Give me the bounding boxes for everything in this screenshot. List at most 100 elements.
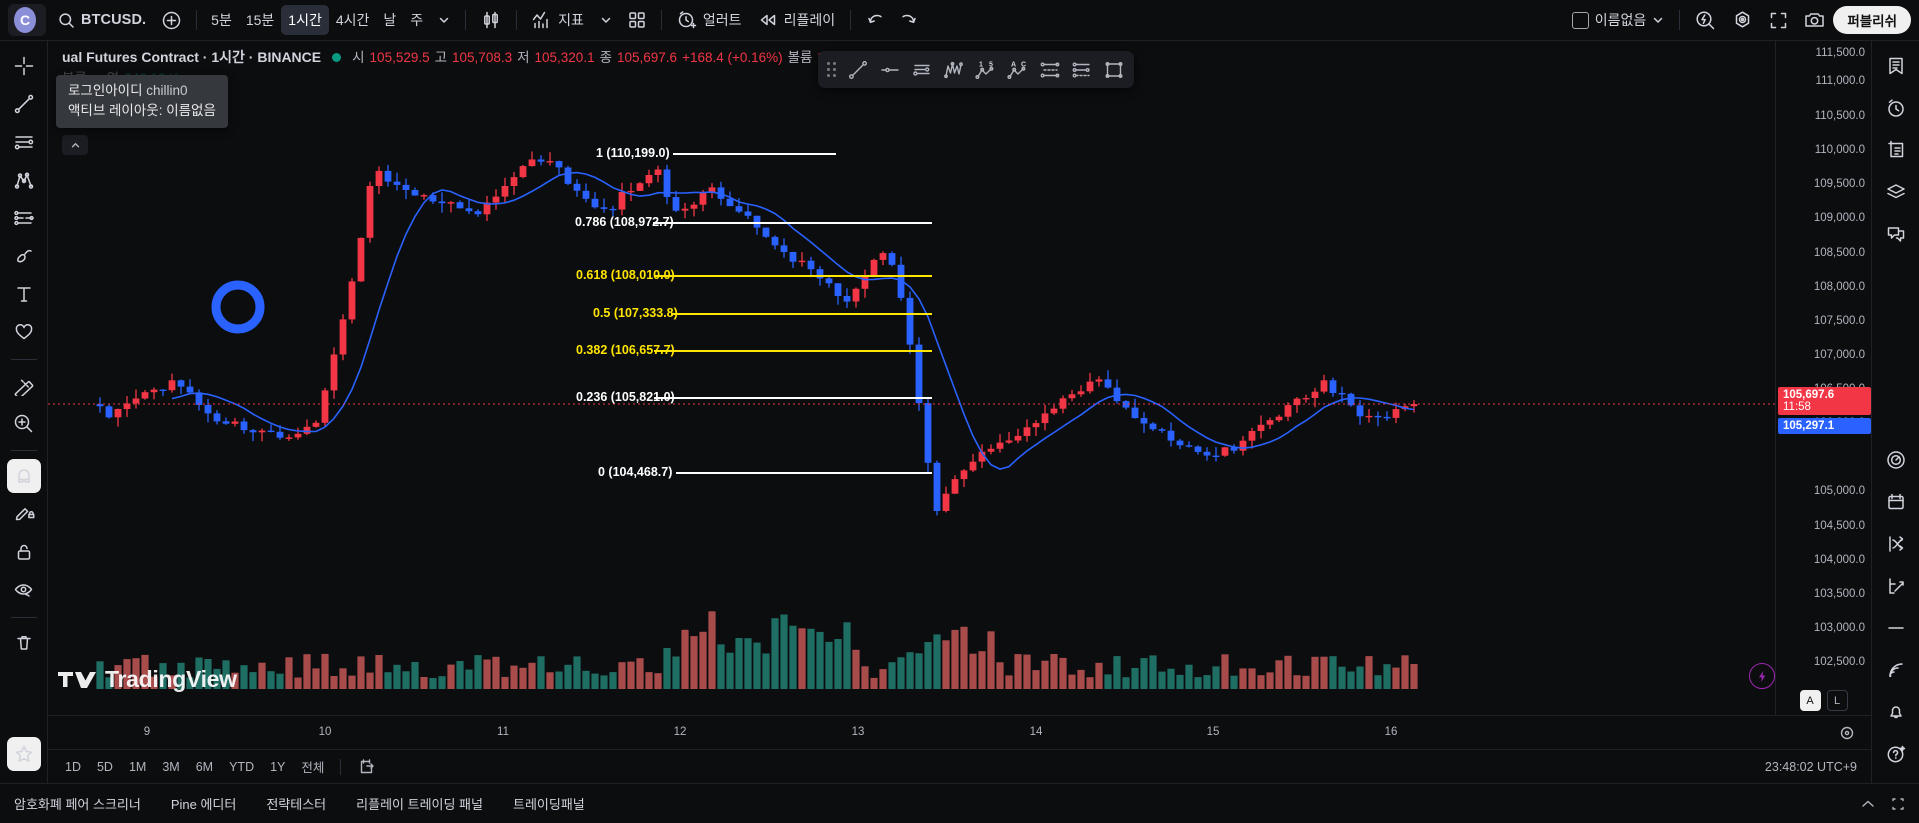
candle-body [357,237,365,282]
brush-icon[interactable] [7,239,41,273]
horizontal-lines-icon[interactable] [7,125,41,159]
trend-line-tool[interactable] [842,55,873,84]
candle-body [1041,413,1049,424]
ideas-flow-icon[interactable] [1879,527,1913,561]
timeframe-1d[interactable]: 날 [383,12,397,28]
calendar-icon[interactable] [1879,485,1913,519]
range-1d[interactable]: 1D [65,759,81,774]
expand-panel-icon[interactable] [1859,797,1877,811]
tab-trading-panel[interactable]: 트레이딩패널 [512,797,585,812]
pitchfork-icon[interactable] [7,163,41,197]
trend-line-icon[interactable] [7,87,41,121]
chat-icon[interactable] [1879,217,1913,251]
templates-button[interactable] [620,5,654,35]
fib-retracement-icon[interactable] [7,201,41,235]
volume-bar [1338,666,1346,689]
volume-bar [573,656,581,689]
time-tick: 13 [851,726,865,738]
alerts-clock-icon[interactable] [1879,91,1913,125]
layout-select-button[interactable]: 이름없음 [1564,5,1673,35]
hide-drawings-icon[interactable] [7,573,41,607]
elliott-impulse-wave-tool[interactable]: 1 5 [970,55,1001,84]
tab-crypto-screener[interactable]: 암호화폐 페어 스크리너 [14,797,141,812]
text-icon[interactable] [7,277,41,311]
indicators-button[interactable]: 지표 [524,5,592,35]
horizontal-ray-tool[interactable] [874,55,905,84]
backtest-icon[interactable] [1879,569,1913,603]
candle-body [933,462,941,511]
drag-handle-icon[interactable] [823,60,839,80]
settings-button[interactable] [1724,5,1761,35]
range-1y[interactable]: 1Y [270,759,286,774]
fib-channel-tool[interactable] [1034,55,1065,84]
replay-button[interactable]: 리플레이 [750,5,844,35]
chart-canvas[interactable]: ual Futures Contract · 1시간 · BINANCE 시 1… [48,41,1775,715]
undo-button[interactable] [858,5,892,35]
alert-button[interactable]: 얼러트 [669,5,750,35]
auto-scale-button[interactable]: A [1799,690,1821,711]
range-5d[interactable]: 5D [96,759,113,774]
timeframe-1w[interactable]: 주 [410,12,424,28]
timeframe-15m[interactable]: 15분 [245,12,275,28]
lock-drawings-icon[interactable] [7,535,41,569]
candle-body [375,170,383,186]
elliott-correction-wave-tool[interactable]: A C [1002,55,1033,84]
price-scale[interactable]: 111,500.0 111,000.0 110,500.0 110,000.0 109,… [1775,41,1871,715]
log-scale-button[interactable]: L [1826,690,1848,711]
redo-button[interactable] [892,5,926,35]
chart-type-button[interactable] [473,5,509,35]
favorites-star-icon[interactable] [6,737,41,771]
crosshair-cursor-icon[interactable] [7,49,41,83]
measure-ruler-icon[interactable] [7,368,41,402]
range-all[interactable]: 전체 [301,761,325,775]
timeframe-4h[interactable]: 4시간 [335,12,370,28]
range-ytd[interactable]: YTD [229,759,255,774]
goto-date-button[interactable] [350,755,383,779]
notifications-bell-icon[interactable] [1879,695,1913,729]
quick-search-button[interactable] [1687,5,1724,35]
fullscreen-button[interactable] [1761,5,1796,35]
range-3m[interactable]: 3M [162,759,180,774]
shapes-heart-icon[interactable] [7,315,41,349]
replay-mode-badge[interactable] [1749,663,1775,689]
candle-body [1023,427,1031,436]
user-avatar-button[interactable]: C [8,4,46,36]
candle-body [294,433,302,438]
snapshot-button[interactable] [1796,5,1833,35]
price-tick: 111,500.0 [1815,47,1865,59]
floating-drawing-toolbar[interactable]: 1 5 A C [818,51,1134,88]
timeframe-more-button[interactable] [430,5,458,35]
remove-drawings-icon[interactable] [7,626,41,660]
right-toolbar [1871,41,1919,783]
help-icon[interactable] [1879,737,1913,771]
legend-collapse-button[interactable] [62,135,88,155]
tab-pine-editor[interactable]: Pine 에디터 [170,797,237,812]
range-6m[interactable]: 6M [195,759,214,774]
elliott-wave-tool[interactable] [938,55,969,84]
time-scale[interactable]: 9 10 11 12 13 14 15 16 [48,715,1871,749]
wifi-broadcast-icon[interactable] [1879,653,1913,687]
add-symbol-button[interactable] [154,5,189,35]
tab-replay-trading-panel[interactable]: 리플레이 트레이딩 패널 [356,797,483,812]
watchlist-icon[interactable] [1879,49,1913,83]
data-window-icon[interactable] [1879,133,1913,167]
symbol-search-button[interactable]: BTCUSD. [50,5,154,35]
hide-panel-icon[interactable] [1879,611,1913,645]
indicators-dropdown-button[interactable] [592,5,620,35]
object-tree-icon[interactable] [1879,175,1913,209]
time-scale-settings-icon[interactable] [1839,725,1855,741]
maximize-panel-icon[interactable] [1889,796,1907,812]
speedometer-icon[interactable] [1879,443,1913,477]
magnet-icon[interactable] [6,459,41,493]
rectangle-tool[interactable] [1098,55,1129,84]
zoom-in-icon[interactable] [7,406,41,440]
drawing-mode-icon[interactable] [7,497,41,531]
range-1m[interactable]: 1M [128,759,147,774]
publish-button[interactable]: 퍼블리쉬 [1833,6,1911,34]
fib-level-line [654,350,932,352]
timeframe-1h[interactable]: 1시간 [281,5,329,35]
fib-timezone-tool[interactable] [1066,55,1097,84]
fib-retracement-tool[interactable] [906,55,937,84]
timeframe-5m[interactable]: 5분 [211,12,232,28]
tab-strategy-tester[interactable]: 전략테스터 [266,797,327,812]
